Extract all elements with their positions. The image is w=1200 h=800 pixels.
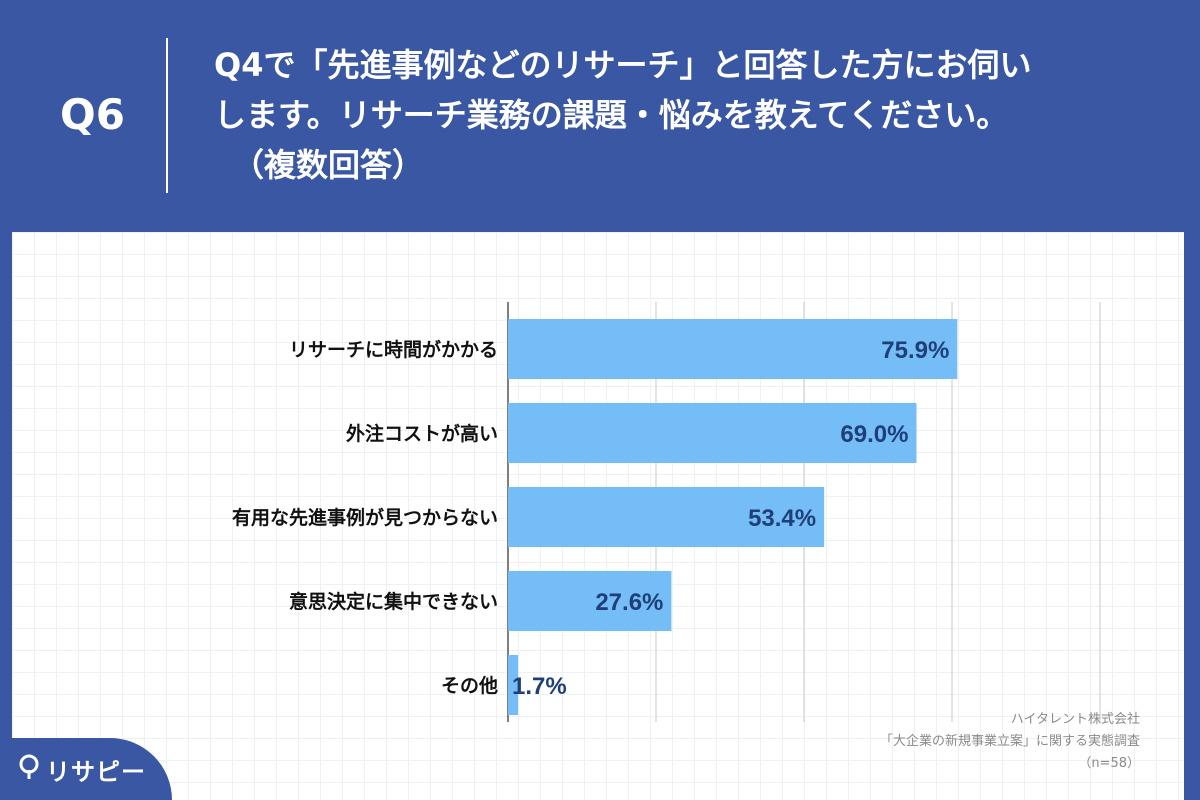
- bar-2: [508, 487, 825, 547]
- header-divider: [166, 38, 168, 193]
- bar-chart: リサーチに時間がかかる 75.9% 外注コストが高い 69.0% 有用な先進事例が見つか…: [232, 302, 1101, 722]
- brand-logo: リサピー: [0, 738, 172, 800]
- question-line-2: します。リサーチ業務の課題・悩みを教えてください。: [214, 96, 1009, 134]
- question-line-3: （複数回答）: [232, 146, 425, 184]
- pin-icon: [19, 754, 39, 779]
- chart-panel: リサーチに時間がかかる 75.9% 外注コストが高い 69.0% 有用な先進事例が見つか…: [12, 232, 1184, 800]
- category-label-3: 意思決定に集中できない: [289, 590, 498, 613]
- value-label-4: 1.7%: [512, 673, 567, 700]
- category-label-2: 有用な先進事例が見つからない: [232, 506, 498, 529]
- bar-0: [508, 319, 958, 379]
- source-company: ハイタレント株式会社: [1010, 712, 1140, 727]
- bar-1: [508, 403, 917, 463]
- category-label-4: その他: [441, 674, 498, 697]
- value-label-1: 69.0%: [840, 421, 908, 448]
- source-sample: （n=58）: [1078, 756, 1140, 771]
- source-survey: 「大企業の新規事業立案」に関する実態調査: [879, 734, 1140, 749]
- category-label-0: リサーチに時間がかかる: [289, 338, 498, 361]
- bar-4: [508, 655, 519, 715]
- value-label-0: 75.9%: [881, 337, 949, 364]
- bar-3: [508, 571, 672, 631]
- category-label-1: 外注コストが高い: [346, 422, 498, 445]
- brand-name: リサピー: [46, 758, 146, 786]
- question-text: Q4で「先進事例などのリサーチ」と回答した方にお伺い します。リサーチ業務の課題…: [214, 40, 1154, 190]
- value-label-3: 27.6%: [595, 589, 663, 616]
- source-note: ハイタレント株式会社 「大企業の新規事業立案」に関する実態調査 （n=58）: [880, 709, 1140, 775]
- header: Q6 Q4で「先進事例などのリサーチ」と回答した方にお伺い します。リサーチ業務…: [0, 0, 1200, 232]
- question-number: Q6: [60, 90, 125, 139]
- value-label-2: 53.4%: [748, 505, 816, 532]
- question-line-1: Q4で「先進事例などのリサーチ」と回答した方にお伺い: [214, 46, 1032, 84]
